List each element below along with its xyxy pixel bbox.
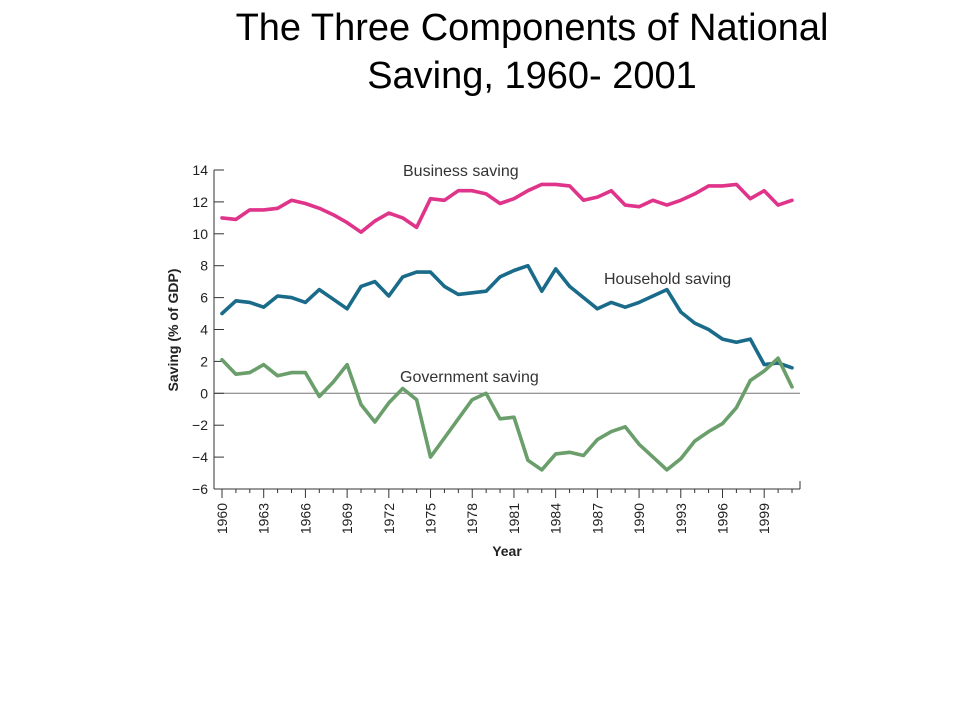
x-tick-label: 1999	[756, 503, 772, 534]
x-tick-label: 1996	[714, 503, 730, 534]
y-tick-label: 14	[192, 162, 208, 178]
y-tick-label: −2	[192, 417, 208, 433]
x-tick-label: 1972	[381, 503, 397, 534]
x-tick-label: 1987	[589, 503, 605, 534]
household-saving-label: Household saving	[604, 271, 731, 288]
x-tick-label: 1975	[423, 503, 439, 534]
x-tick-label: 1984	[548, 503, 564, 534]
x-tick-label: 1969	[339, 503, 355, 534]
y-tick-label: 4	[200, 322, 208, 338]
y-tick-label: 2	[200, 353, 208, 369]
y-tick-label: −6	[192, 481, 208, 497]
slide-title-line-1: The Three Components of National	[235, 7, 829, 49]
y-tick-label: 12	[192, 194, 208, 210]
household-saving-line	[220, 263, 794, 370]
slide-title-line-2: Saving, 1960- 2001	[367, 55, 697, 97]
x-tick-label: 1978	[464, 503, 480, 534]
x-axis-title: Year	[492, 543, 522, 559]
chart-series-lines	[220, 182, 794, 472]
y-axis-title: Saving (% of GDP)	[165, 269, 181, 392]
y-tick-label: 8	[200, 258, 208, 274]
slide-title: The Three Components of National Saving,…	[0, 4, 960, 100]
y-tick-label: 6	[200, 290, 208, 306]
government-saving-label: Government saving	[400, 369, 539, 386]
y-tick-label: 0	[200, 385, 208, 401]
x-tick-label: 1981	[506, 503, 522, 534]
chart-labels: Year Saving (% of GDP) Business saving Hous…	[165, 163, 731, 559]
business-saving-line	[220, 182, 794, 234]
y-tick-label: −4	[192, 449, 208, 465]
chart-axes: 14 12 10 8 6 4 2 0 −2 −4 −6 1960 1963 1966 1969 1972 197…	[192, 162, 801, 534]
x-tick-label: 1963	[256, 503, 272, 534]
x-tick-label: 1960	[214, 503, 230, 534]
x-tick-label: 1993	[673, 503, 689, 534]
x-tick-label: 1990	[631, 503, 647, 534]
y-tick-label: 10	[192, 226, 208, 242]
business-saving-label: Business saving	[403, 163, 519, 180]
government-saving-line	[220, 356, 794, 472]
x-tick-label: 1966	[297, 503, 313, 534]
